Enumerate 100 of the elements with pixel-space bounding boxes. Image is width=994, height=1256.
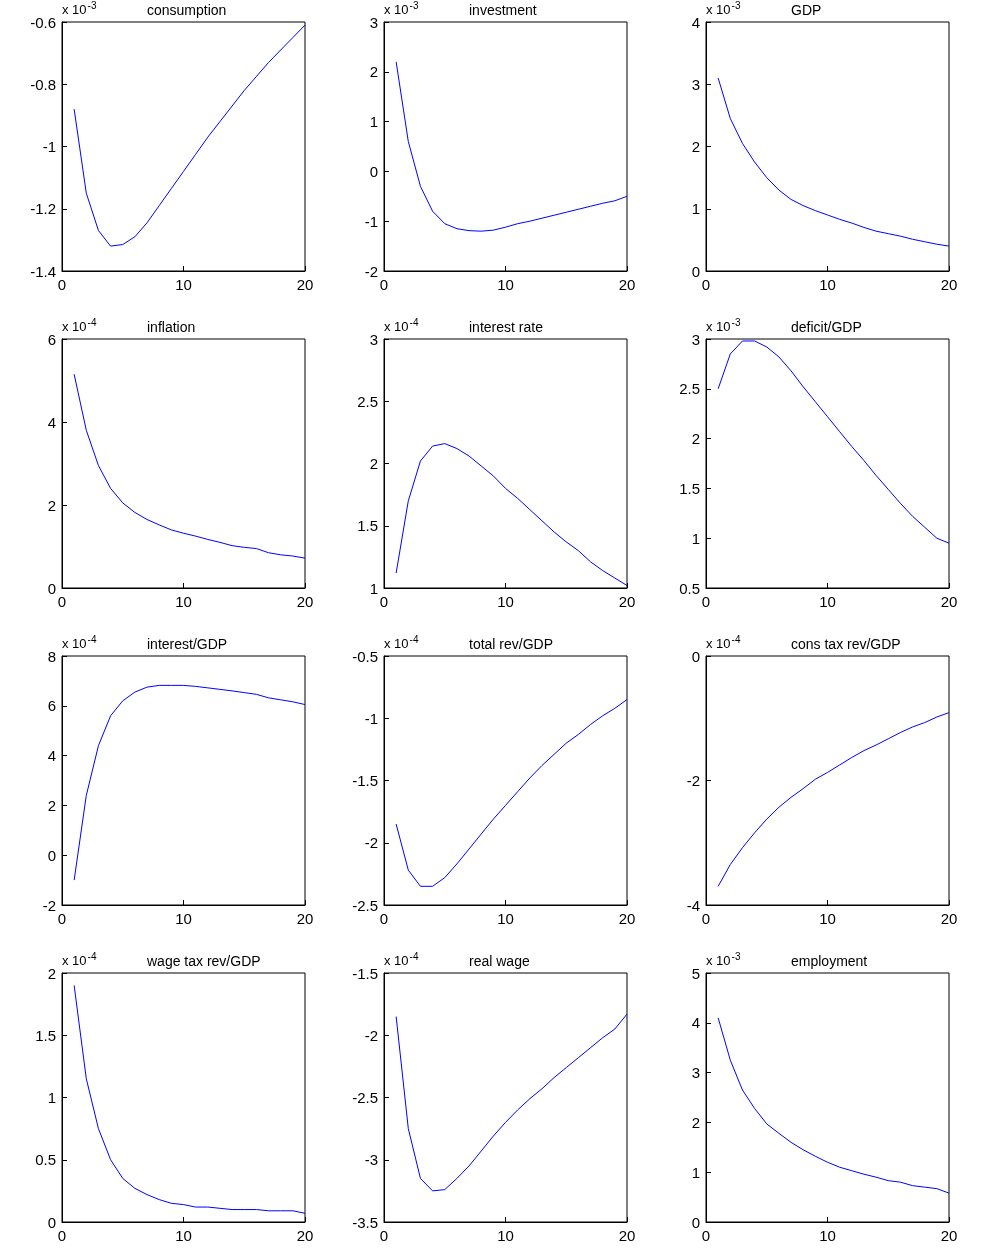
y-tick-label: 2: [369, 455, 378, 472]
y-tick-label: 1: [691, 200, 700, 218]
y-tick-label: 2: [691, 138, 700, 155]
y-tick-label: -1: [42, 138, 56, 155]
x-tick-label: 20: [940, 593, 958, 610]
y-tick-label: 2.5: [357, 392, 378, 410]
y-tick-label: -2: [364, 1026, 378, 1044]
y-tick-label: 2: [47, 496, 56, 514]
y-tick-label: 0.5: [679, 579, 700, 597]
y-tick-label: 8: [47, 647, 56, 665]
x-tick-label: 10: [819, 593, 836, 610]
y-tick-label: 0: [369, 162, 378, 180]
y-tick-label: 2: [47, 964, 56, 982]
y-tick-label: -0.8: [30, 75, 56, 93]
chart-title: cons tax rev/GDP: [791, 636, 901, 652]
x-tick-label: 10: [819, 276, 836, 293]
y-tick-label: -4: [686, 896, 700, 914]
line-series: [73, 373, 306, 559]
x-tick-label: 20: [940, 1227, 958, 1244]
y-tick-label: 5: [691, 964, 700, 982]
y-tick-label: 1.5: [35, 1026, 56, 1044]
y-tick-label: -2.5: [352, 1089, 378, 1106]
y-tick-label: 0: [691, 262, 700, 280]
y-tick-label: -0.6: [30, 13, 56, 31]
y-tick-label: 1: [369, 579, 378, 597]
y-tick-label: -0.5: [352, 647, 378, 665]
y-tick-label: 0: [691, 647, 700, 665]
x-tick-label: 10: [497, 276, 514, 293]
y-tick-label: 0: [47, 579, 56, 597]
line-series: [395, 61, 628, 232]
y-tick-label: 2: [369, 63, 378, 81]
y-tick-label: 3: [369, 330, 378, 348]
x-tick-label: 20: [618, 1227, 636, 1244]
line-series: [395, 1013, 628, 1192]
line-series: [717, 1017, 950, 1194]
y-tick-label: -1.4: [30, 262, 56, 280]
chart-title: deficit/GDP: [791, 319, 862, 335]
x-tick-label: 10: [175, 1227, 192, 1244]
x-tick-label: 20: [618, 593, 636, 610]
y-tick-label: -2: [364, 834, 378, 852]
chart-title: interest rate: [469, 319, 544, 335]
y-tick-label: 3: [691, 330, 700, 348]
y-tick-label: -3.5: [352, 1213, 378, 1231]
line-series: [73, 984, 306, 1214]
x-tick-label: 10: [175, 593, 192, 610]
y-tick-label: 6: [47, 330, 56, 348]
y-tick-label: 1: [369, 113, 378, 131]
line-series: [395, 699, 628, 887]
y-tick-label: 4: [691, 13, 700, 31]
x-tick-label: 20: [296, 910, 314, 927]
y-tick-label: -2.5: [352, 896, 378, 914]
chart-title: investment: [469, 2, 537, 18]
y-tick-label: 0: [47, 846, 56, 864]
y-tick-label: -1.2: [30, 200, 56, 218]
y-tick-label: -1.5: [352, 772, 378, 789]
y-tick-label: 2: [47, 796, 56, 814]
y-tick-label: 2: [691, 1113, 700, 1131]
chart-title: real wage: [469, 953, 530, 969]
y-tick-label: -1.5: [352, 964, 378, 982]
y-tick-label: 3: [691, 1064, 700, 1082]
y-tick-label: 0: [691, 1213, 700, 1231]
y-tick-label: 0.5: [35, 1151, 56, 1169]
chart-title: interest/GDP: [147, 636, 228, 652]
x-tick-label: 10: [819, 1227, 836, 1244]
y-tick-label: 3: [691, 75, 700, 93]
x-tick-label: 10: [175, 910, 192, 927]
y-tick-label: 6: [47, 697, 56, 715]
y-tick-label: -3: [364, 1151, 378, 1169]
y-tick-label: 0: [47, 1213, 56, 1231]
y-tick-label: 2: [691, 430, 700, 448]
y-tick-label: 4: [47, 413, 56, 431]
y-tick-label: -1: [364, 212, 378, 230]
y-tick-label: -2: [686, 772, 700, 789]
chart-title: consumption: [147, 2, 227, 18]
chart-title: wage tax rev/GDP: [146, 953, 261, 969]
line-series: [73, 24, 306, 247]
chart-title: total rev/GDP: [469, 636, 554, 652]
x-tick-label: 10: [819, 910, 836, 927]
y-tick-label: 1: [691, 529, 700, 547]
x-tick-label: 10: [497, 910, 514, 927]
y-tick-label: 4: [691, 1014, 700, 1032]
x-tick-label: 20: [296, 1227, 314, 1244]
y-tick-label: 3: [369, 13, 378, 31]
line-series: [717, 77, 950, 247]
chart-title: employment: [791, 953, 868, 969]
x-tick-label: 10: [497, 593, 514, 610]
y-tick-label: 1: [47, 1089, 56, 1106]
y-tick-label: -2: [364, 262, 378, 280]
line-series: [717, 712, 950, 887]
x-tick-label: 20: [618, 276, 636, 293]
x-tick-label: 10: [497, 1227, 514, 1244]
x-tick-label: 20: [940, 276, 958, 293]
line-series: [73, 684, 306, 881]
y-tick-label: 4: [47, 747, 56, 765]
x-tick-label: 20: [296, 276, 314, 293]
chart-title: inflation: [147, 319, 196, 335]
x-tick-label: 20: [296, 593, 314, 610]
y-tick-label: -1: [364, 709, 378, 727]
x-tick-label: 20: [940, 910, 958, 927]
line-series: [717, 340, 950, 544]
